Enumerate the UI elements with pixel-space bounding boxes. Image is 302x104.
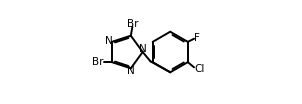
Text: N: N xyxy=(139,44,146,54)
Text: Br: Br xyxy=(92,57,103,67)
Text: F: F xyxy=(194,33,200,43)
Text: Br: Br xyxy=(127,19,139,29)
Text: N: N xyxy=(127,66,135,76)
Text: Cl: Cl xyxy=(194,64,205,74)
Text: N: N xyxy=(105,36,113,46)
